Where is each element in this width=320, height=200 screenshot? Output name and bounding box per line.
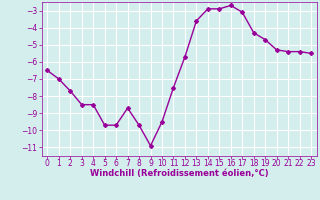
X-axis label: Windchill (Refroidissement éolien,°C): Windchill (Refroidissement éolien,°C): [90, 169, 268, 178]
